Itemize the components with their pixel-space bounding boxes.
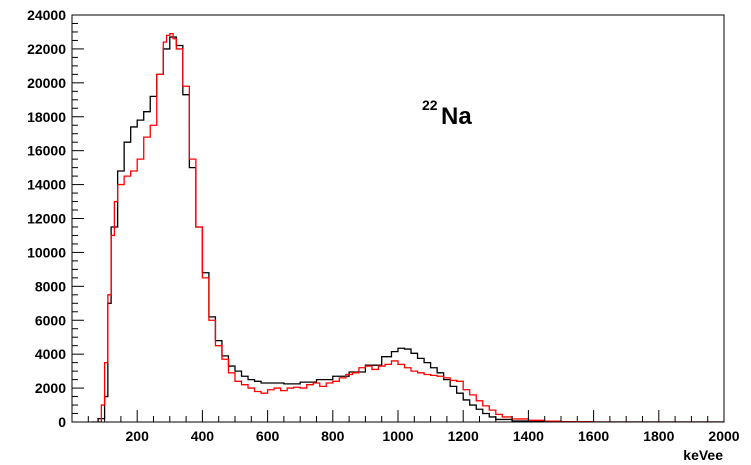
axes: 200 400 600 800 1000 1200 1400 1600 1800 20000200… (27, 7, 740, 444)
plot-area (91, 33, 724, 422)
y-tick-label: 0 (58, 414, 66, 430)
series-black-line (91, 36, 724, 422)
x-tick-label: 600 (256, 428, 280, 444)
y-tick-label: 22000 (27, 41, 66, 57)
x-tick-label: 1200 (448, 428, 479, 444)
annotation-label: Na (441, 103, 472, 130)
x-tick-label: 200 (126, 428, 150, 444)
annotation-superscript: 22 (422, 97, 438, 113)
x-tick-label: 800 (321, 428, 345, 444)
y-tick-label: 24000 (27, 7, 66, 23)
x-tick-label: 1800 (643, 428, 674, 444)
x-tick-label: 400 (191, 428, 215, 444)
y-tick-label: 18000 (27, 109, 66, 125)
series-red-line (98, 33, 724, 422)
y-tick-label: 8000 (35, 278, 66, 294)
x-tick-label: 1400 (513, 428, 544, 444)
x-tick-label: 1600 (578, 428, 609, 444)
y-tick-label: 14000 (27, 177, 66, 193)
x-tick-label: 1000 (382, 428, 413, 444)
y-tick-label: 10000 (27, 244, 66, 260)
x-axis-label: keVee (683, 447, 723, 463)
y-tick-label: 20000 (27, 75, 66, 91)
y-tick-label: 6000 (35, 312, 66, 328)
y-tick-label: 16000 (27, 143, 66, 159)
x-tick-label: 2000 (708, 428, 739, 444)
y-tick-label: 12000 (27, 211, 66, 227)
y-tick-label: 2000 (35, 380, 66, 396)
y-tick-label: 4000 (35, 346, 66, 362)
